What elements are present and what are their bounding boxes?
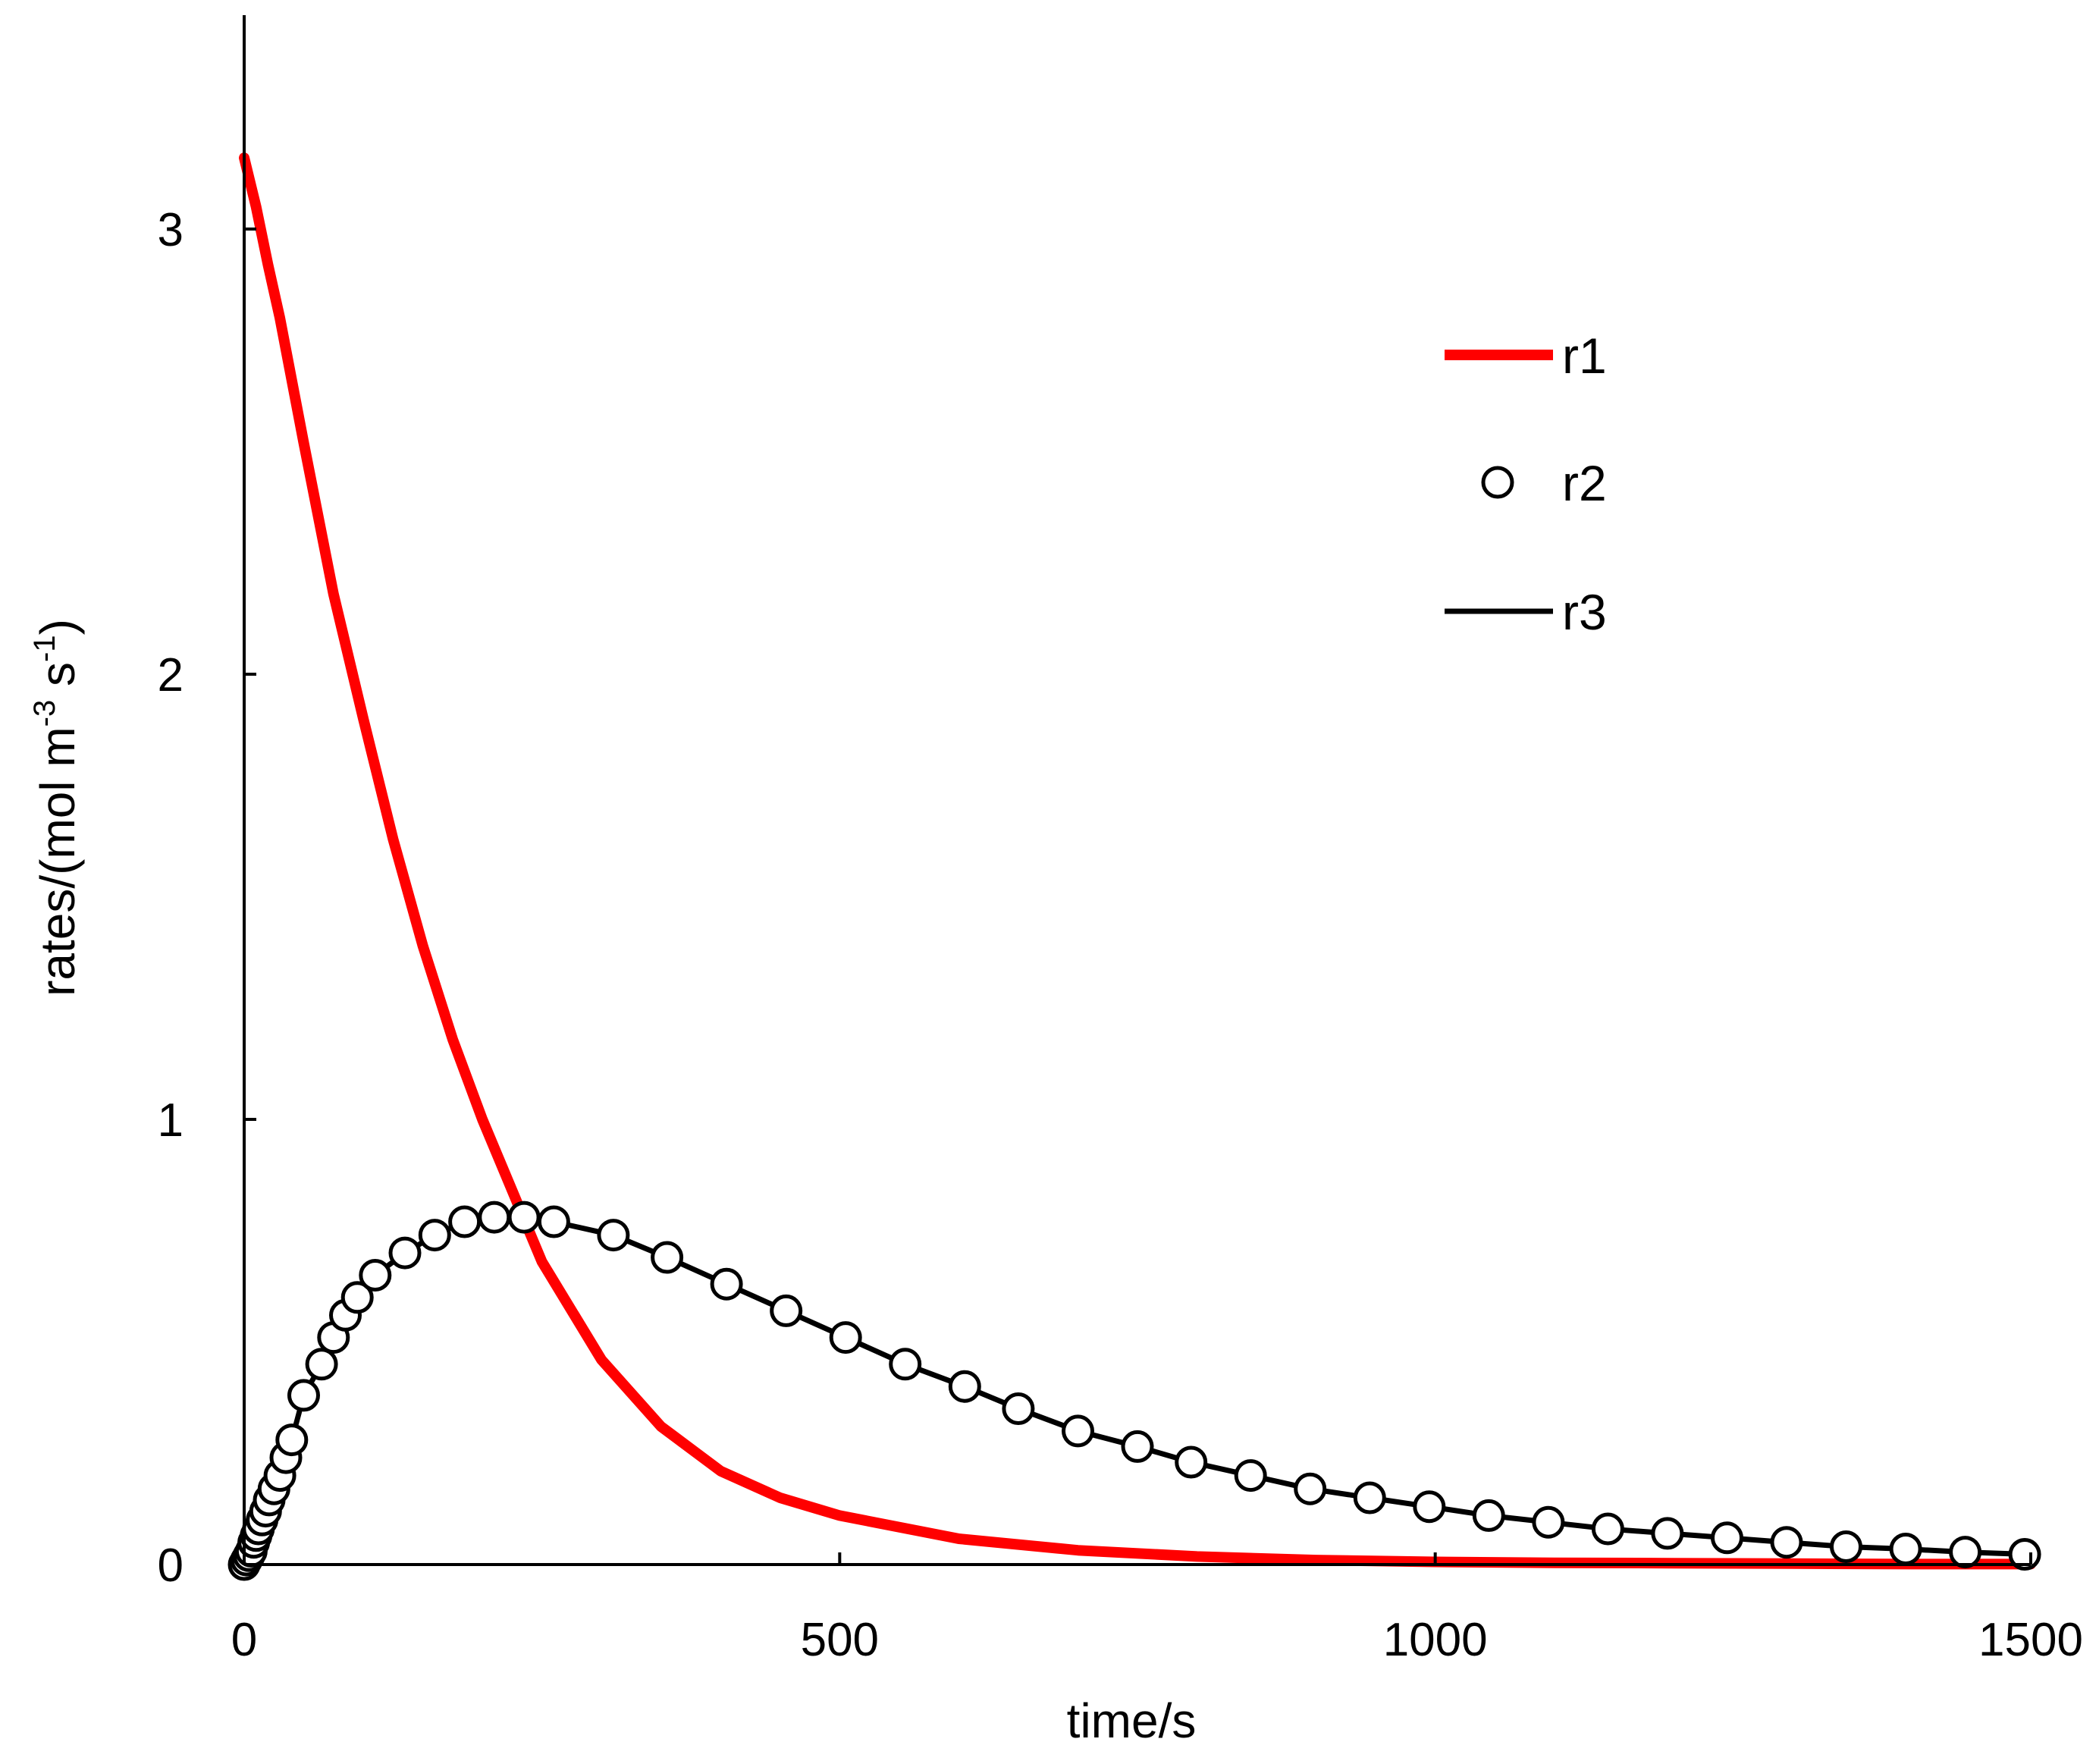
series-r2-point — [478, 1201, 511, 1234]
y-tick-label: 2 — [158, 649, 184, 702]
series-r2-point — [305, 1348, 338, 1381]
series-r2-point — [388, 1236, 422, 1270]
series-r2-point — [1711, 1521, 1743, 1555]
series-r2-point — [1651, 1517, 1684, 1550]
series-r2-point — [1472, 1499, 1505, 1532]
series-r2-point — [597, 1219, 630, 1252]
series-r2-point — [1121, 1430, 1154, 1463]
x-tick-label: 1500 — [1978, 1614, 2083, 1666]
y-tick-label: 1 — [158, 1094, 184, 1147]
series-r2-point — [448, 1205, 482, 1238]
series-r2-point — [948, 1370, 981, 1403]
series-r2-point — [1889, 1533, 1922, 1565]
series-r2-point — [340, 1281, 374, 1314]
x-tick-label: 0 — [231, 1614, 257, 1666]
series-r2-point — [287, 1379, 320, 1412]
series-r2-point — [889, 1348, 922, 1381]
series-r2-point — [1175, 1445, 1208, 1479]
y-axis-title-part: s — [30, 662, 85, 700]
series-r2-point — [1353, 1481, 1386, 1514]
axis-ticks: 0 500 1000 1500 0 1 2 3 — [158, 204, 2083, 1666]
series-r2-point — [829, 1321, 862, 1354]
y-axis-title-superscript: -3 — [28, 700, 61, 727]
series-r2-point — [1002, 1392, 1035, 1425]
series-r2-point — [537, 1205, 570, 1238]
series-r2-point — [651, 1241, 684, 1274]
series-r2-point — [1949, 1536, 1982, 1569]
y-axis-title: rates/(mol m-3 s-1) — [28, 619, 85, 997]
series-r2-point — [770, 1294, 803, 1327]
series-r2-point — [1062, 1414, 1094, 1448]
series-r2-point — [275, 1423, 309, 1457]
legend-r2-label: r2 — [1562, 455, 1607, 511]
series-r2-point — [1294, 1472, 1327, 1505]
series-r2-point — [507, 1201, 541, 1234]
series-r2-point — [1413, 1490, 1446, 1524]
y-tick-label: 3 — [158, 204, 184, 256]
series-r2-point — [1532, 1505, 1565, 1539]
series-r2-point — [1234, 1459, 1267, 1492]
series-r2-point — [1830, 1530, 1862, 1563]
series-r2-point — [1770, 1526, 1803, 1559]
legend-r1-label: r1 — [1562, 328, 1607, 384]
legend: r1 r2 r3 — [1445, 328, 1607, 640]
y-axis-title-superscript: -1 — [28, 635, 61, 662]
series-r1-line — [239, 152, 2036, 1570]
series-r3-line — [241, 1214, 2032, 1566]
plot-series — [227, 152, 2041, 1581]
y-axis-title-part: rates/(mol m — [30, 727, 85, 997]
legend-r2-swatch — [1481, 466, 1514, 499]
series-r2-point — [1591, 1512, 1624, 1546]
y-axis-title-part: ) — [30, 619, 85, 635]
series-r2-point — [418, 1219, 451, 1252]
x-axis-title: time/s — [1067, 1693, 1197, 1748]
y-tick-label: 0 — [158, 1540, 184, 1592]
series-r2-point — [359, 1259, 392, 1292]
series-r2-point — [710, 1267, 743, 1301]
legend-r3-label: r3 — [1562, 584, 1607, 640]
x-tick-label: 500 — [801, 1614, 879, 1666]
x-tick-label: 1000 — [1383, 1614, 1488, 1666]
